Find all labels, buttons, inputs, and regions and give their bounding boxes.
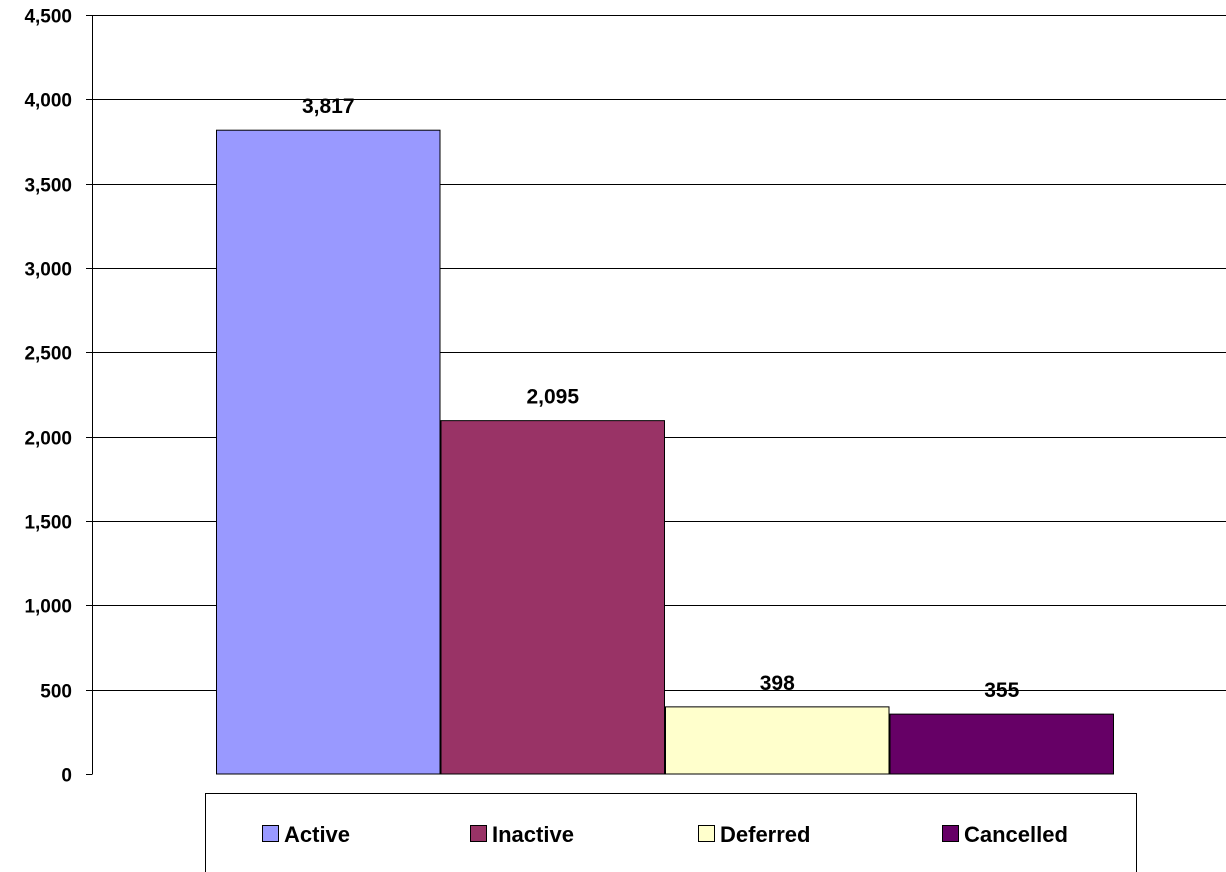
bar-deferred — [665, 706, 890, 775]
legend-label-active: Active — [284, 822, 350, 847]
y-tick-label: 4,500 — [24, 7, 72, 28]
data-labels: 3,817 2,095 398 355 — [302, 95, 1020, 702]
legend-label-deferred: Deferred — [720, 822, 810, 847]
y-tick-label: 3,000 — [24, 260, 72, 281]
y-tick-label: 2,000 — [24, 429, 72, 450]
bars — [216, 129, 1114, 775]
y-tick-label: 3,500 — [24, 176, 72, 197]
y-tick-label: 0 — [61, 766, 72, 787]
legend-swatch-inactive — [470, 825, 487, 842]
y-tick-label: 4,000 — [24, 91, 72, 112]
data-label-active: 3,817 — [302, 95, 355, 118]
legend-swatch-deferred — [698, 825, 715, 842]
legend: Active Inactive Deferred Cancelled — [205, 793, 1137, 872]
y-axis-tick-labels: 0 500 1,000 1,500 2,000 2,500 3,000 3,500 4,000 4… — [24, 7, 72, 787]
legend-swatch-active — [262, 825, 279, 842]
y-tick-label: 2,500 — [24, 344, 72, 365]
data-label-deferred: 398 — [760, 672, 795, 695]
y-tick-label: 1,000 — [24, 597, 72, 618]
bar-cancelled — [889, 713, 1114, 775]
bar-active — [216, 129, 441, 775]
legend-label-inactive: Inactive — [492, 822, 574, 847]
legend-swatch-cancelled — [942, 825, 959, 842]
legend-label-cancelled: Cancelled — [964, 822, 1068, 847]
data-label-inactive: 2,095 — [526, 386, 579, 409]
data-label-cancelled: 355 — [984, 679, 1019, 702]
y-tick-label: 500 — [40, 682, 72, 703]
bar-inactive — [440, 420, 665, 775]
legend-box — [205, 793, 1137, 872]
y-tick-label: 1,500 — [24, 513, 72, 534]
